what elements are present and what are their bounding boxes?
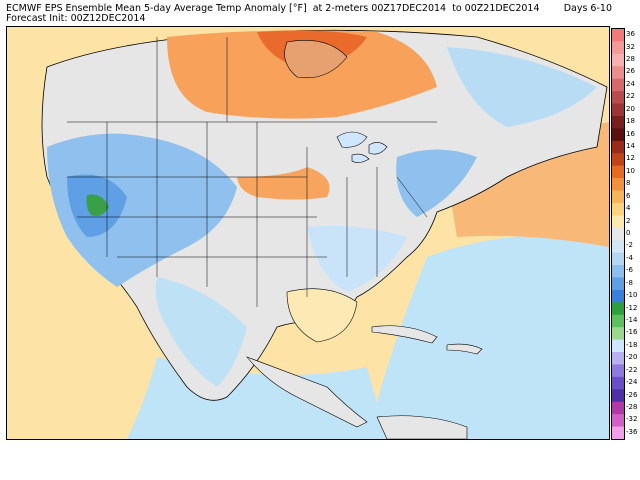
colorbar-tick-label: -10	[626, 291, 638, 300]
colorbar-tick-label: -26	[626, 390, 638, 399]
colorbar-swatch	[612, 165, 624, 179]
colorbar-swatch	[612, 339, 624, 353]
colorbar-swatch	[612, 202, 624, 216]
colorbar-swatch	[612, 66, 624, 80]
colorbar-swatch	[612, 414, 624, 428]
cuba-island	[371, 325, 438, 344]
colorbar-swatch	[612, 426, 624, 439]
colorbar	[611, 28, 625, 440]
great-lakes	[336, 131, 388, 163]
political-boundaries	[67, 37, 437, 307]
colorbar-swatch	[612, 190, 624, 204]
colorbar-swatch	[612, 364, 624, 378]
colorbar-tick-label: 0	[626, 229, 631, 237]
colorbar-swatch	[612, 115, 624, 129]
colorbar-swatch	[612, 376, 624, 390]
colorbar-tick-label: 14	[626, 142, 635, 151]
nevada-coldest-core	[86, 194, 109, 216]
hudson-bay	[284, 40, 348, 79]
colorbar-swatch	[612, 53, 624, 67]
colorbar-tick-label: -32	[626, 415, 638, 424]
colorbar-swatch	[612, 103, 624, 117]
colorbar-swatch	[612, 327, 624, 341]
colorbar-swatch	[612, 277, 624, 291]
colorbar-swatch	[612, 227, 624, 241]
colorbar-tick-label: -18	[626, 340, 638, 349]
colorbar-swatch	[612, 215, 624, 229]
colorbar-tick-label: -28	[626, 402, 638, 411]
colorbar-tick-label: 4	[626, 204, 631, 213]
colorbar-swatch	[612, 178, 624, 192]
colorbar-tick-label: -12	[626, 303, 638, 312]
colorbar-swatch	[612, 91, 624, 105]
atlantic-cool-region	[367, 234, 609, 439]
colorbar-tick-label: -36	[626, 427, 638, 436]
colorbar-tick-label: 20	[626, 104, 635, 113]
colorbar-swatch	[612, 41, 624, 55]
colorbar-swatch	[612, 252, 624, 266]
colorbar-tick-label: -2	[626, 241, 633, 250]
colorbar-tick-label: 32	[626, 42, 635, 51]
colorbar-swatch	[612, 352, 624, 365]
colorbar-swatch	[612, 302, 624, 316]
forecast-init: Forecast Init: 00Z12DEC2014	[6, 13, 146, 24]
colorbar-tick-label: 16	[626, 129, 635, 138]
colorbar-swatch	[612, 78, 624, 92]
colorbar-tick-label: 28	[626, 55, 635, 64]
southeast-cool-anomaly	[307, 225, 407, 292]
colorbar-swatch	[612, 128, 624, 142]
colorbar-tick-label: 26	[626, 67, 635, 76]
colorbar-swatch	[612, 240, 624, 254]
colorbar-tick-label: 12	[626, 154, 635, 163]
forecast-days: Days 6-10	[563, 3, 612, 14]
gulf-of-mexico	[286, 288, 358, 343]
colorbar-swatch	[612, 401, 624, 415]
colorbar-swatch	[612, 314, 624, 328]
colorbar-tick-label: -20	[626, 353, 638, 362]
colorbar-swatch	[612, 140, 624, 154]
northeast-cool-anomaly	[396, 149, 477, 217]
plains-warm-anomaly	[237, 167, 330, 200]
colorbar-tick-label: -22	[626, 365, 638, 374]
colorbar-tick-label: -8	[626, 278, 633, 287]
western-us-cold-anomaly	[47, 133, 237, 287]
colorbar-tick-label: 10	[626, 166, 635, 175]
colorbar-tick-label: -6	[626, 266, 633, 275]
colorbar-swatch	[612, 289, 624, 303]
colorbar-tick-label: 36	[626, 30, 635, 39]
colorbar-tick-label: 6	[626, 191, 631, 200]
central-america-land	[246, 356, 368, 428]
colorbar-tick-label: -4	[626, 253, 633, 262]
mexico-cool-anomaly	[155, 277, 247, 387]
colorbar-swatch	[612, 389, 624, 403]
temperature-anomaly-map	[6, 26, 610, 440]
colorbar-tick-label: 18	[626, 117, 635, 126]
colorbar-tick-label: 2	[626, 216, 631, 225]
south-america-land	[376, 415, 468, 439]
hispaniola-island	[446, 343, 483, 355]
colorbar-tick-label: 24	[626, 79, 635, 88]
colorbar-tick-label: -14	[626, 315, 638, 324]
colorbar-swatch	[612, 265, 624, 278]
map-canvas	[7, 27, 609, 439]
map-title: ECMWF EPS Ensemble Mean 5-day Average Te…	[6, 3, 540, 14]
colorbar-tick-label: -16	[626, 328, 638, 337]
colorbar-swatch	[612, 153, 624, 167]
quebec-cool-anomaly	[447, 47, 597, 127]
colorbar-tick-label: -24	[626, 378, 638, 387]
colorbar-swatch	[612, 29, 624, 42]
colorbar-tick-label: 8	[626, 179, 631, 188]
colorbar-tick-label: 22	[626, 92, 635, 101]
